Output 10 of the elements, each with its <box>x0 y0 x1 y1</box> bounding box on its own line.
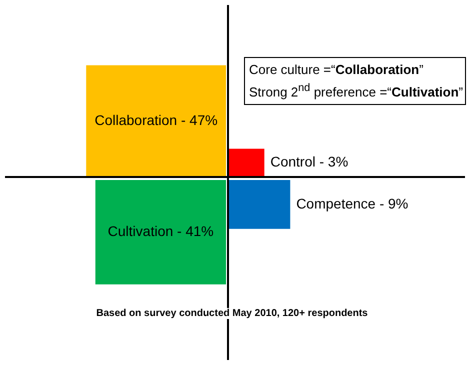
category-label: Control - <box>270 154 324 170</box>
category-label: Cultivation - <box>108 223 182 240</box>
category-label: Collaboration - <box>94 112 186 128</box>
data-label: 47% <box>190 112 218 128</box>
text: Based on survey conducted May 2010, 120+ respondents <box>95 308 369 319</box>
data-label: 3% <box>328 154 348 170</box>
data-label: 41% <box>186 223 214 240</box>
category-label: Competence - <box>296 195 384 212</box>
data-label: 9% <box>388 195 408 212</box>
text: Core culture =“Collaboration” Strong 2$^{nd}$ preference =“Cultivation” <box>249 62 464 100</box>
